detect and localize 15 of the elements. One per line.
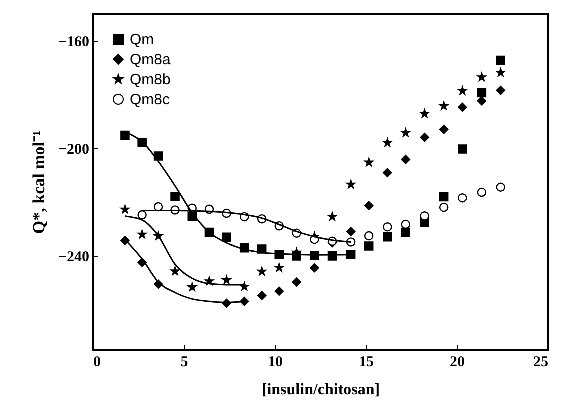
y-tick-label: −160: [58, 34, 90, 50]
x-tick-label: 20: [450, 354, 465, 370]
x-tick-label: 5: [180, 354, 188, 370]
y-tick-label: −240: [58, 249, 90, 266]
x-tick-label: 15: [359, 354, 374, 370]
legend-label: Qm8a: [130, 52, 172, 68]
y-axis-title: Q*, kcal mol⁻¹: [29, 130, 48, 234]
legend-label: Qm8c: [130, 92, 171, 108]
y-tick-label: −200: [58, 142, 90, 158]
x-tick-label: 25: [534, 354, 548, 370]
x-tick-label: 0: [94, 354, 101, 370]
x-tick-label: 10: [268, 354, 283, 370]
legend-label: Qm: [130, 32, 154, 48]
x-axis-title: [insulin/chitosan]: [262, 382, 380, 398]
legend-label: Qm8b: [130, 72, 171, 88]
